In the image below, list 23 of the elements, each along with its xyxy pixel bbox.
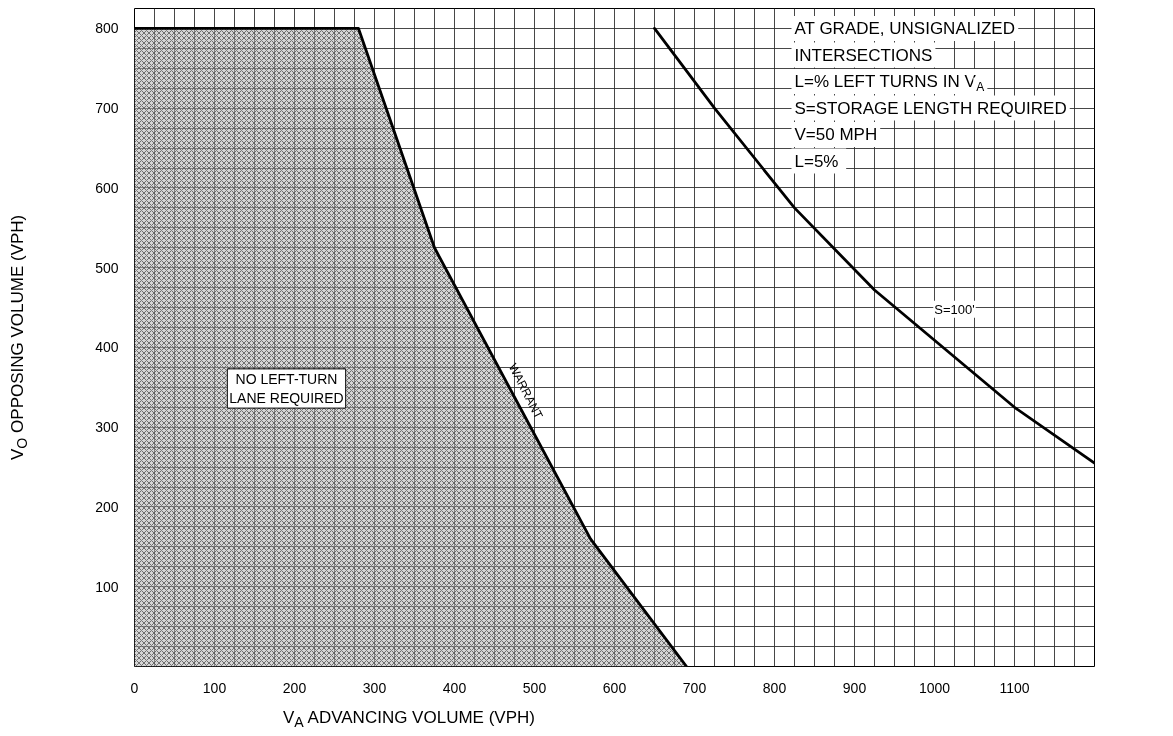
y-tick-label: 400 bbox=[95, 339, 119, 356]
annotation: NO LEFT-TURN LANE REQUIRED bbox=[229, 370, 344, 407]
x-tick-label: 0 bbox=[130, 679, 139, 696]
x-tick-label: 800 bbox=[762, 679, 787, 696]
x-axis-title: V$_{A}$ ADVANCING VOLUME (VPH) bbox=[283, 707, 535, 733]
y-tick-label: 500 bbox=[95, 259, 119, 276]
x-tick-label: 300 bbox=[362, 679, 387, 696]
y-tick-label: 600 bbox=[95, 179, 119, 196]
x-tick-label: 600 bbox=[602, 679, 627, 696]
x-tick-label: 400 bbox=[442, 679, 467, 696]
x-tick-label: 700 bbox=[682, 679, 707, 696]
y-tick-label: 800 bbox=[95, 20, 119, 37]
x-tick-label: 900 bbox=[842, 679, 867, 696]
y-tick-label: 100 bbox=[95, 578, 119, 595]
x-tick-label: 1000 bbox=[918, 679, 951, 696]
x-tick-label: 200 bbox=[282, 679, 307, 696]
y-tick-label: 200 bbox=[95, 498, 119, 515]
x-tick-label: 500 bbox=[522, 679, 547, 696]
annotation: S=100' bbox=[934, 301, 975, 317]
y-tick-label: 700 bbox=[95, 100, 119, 117]
y-tick-label: 300 bbox=[95, 419, 119, 436]
x-tick-label: 100 bbox=[202, 679, 227, 696]
x-tick-label: 1100 bbox=[999, 679, 1030, 696]
